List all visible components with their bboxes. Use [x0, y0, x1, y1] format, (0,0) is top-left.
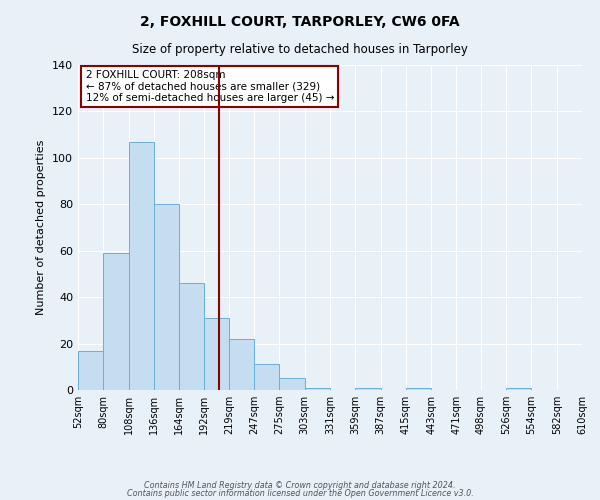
Text: Contains HM Land Registry data © Crown copyright and database right 2024.: Contains HM Land Registry data © Crown c…: [144, 480, 456, 490]
Bar: [179, 283, 205, 390]
Bar: [229, 339, 254, 390]
Bar: [254, 364, 280, 390]
Text: Contains public sector information licensed under the Open Government Licence v3: Contains public sector information licen…: [127, 489, 473, 498]
Bar: [128, 142, 154, 390]
Text: 2, FOXHILL COURT, TARPORLEY, CW6 0FA: 2, FOXHILL COURT, TARPORLEY, CW6 0FA: [140, 15, 460, 29]
Bar: [154, 204, 179, 390]
Text: 2 FOXHILL COURT: 208sqm
← 87% of detached houses are smaller (329)
12% of semi-d: 2 FOXHILL COURT: 208sqm ← 87% of detache…: [86, 70, 334, 103]
Text: Size of property relative to detached houses in Tarporley: Size of property relative to detached ho…: [132, 42, 468, 56]
Bar: [355, 388, 380, 390]
Bar: [103, 253, 128, 390]
Bar: [78, 350, 103, 390]
Bar: [280, 378, 305, 390]
Bar: [205, 318, 229, 390]
Bar: [506, 388, 532, 390]
Bar: [305, 388, 330, 390]
Y-axis label: Number of detached properties: Number of detached properties: [37, 140, 46, 315]
Bar: [406, 388, 431, 390]
